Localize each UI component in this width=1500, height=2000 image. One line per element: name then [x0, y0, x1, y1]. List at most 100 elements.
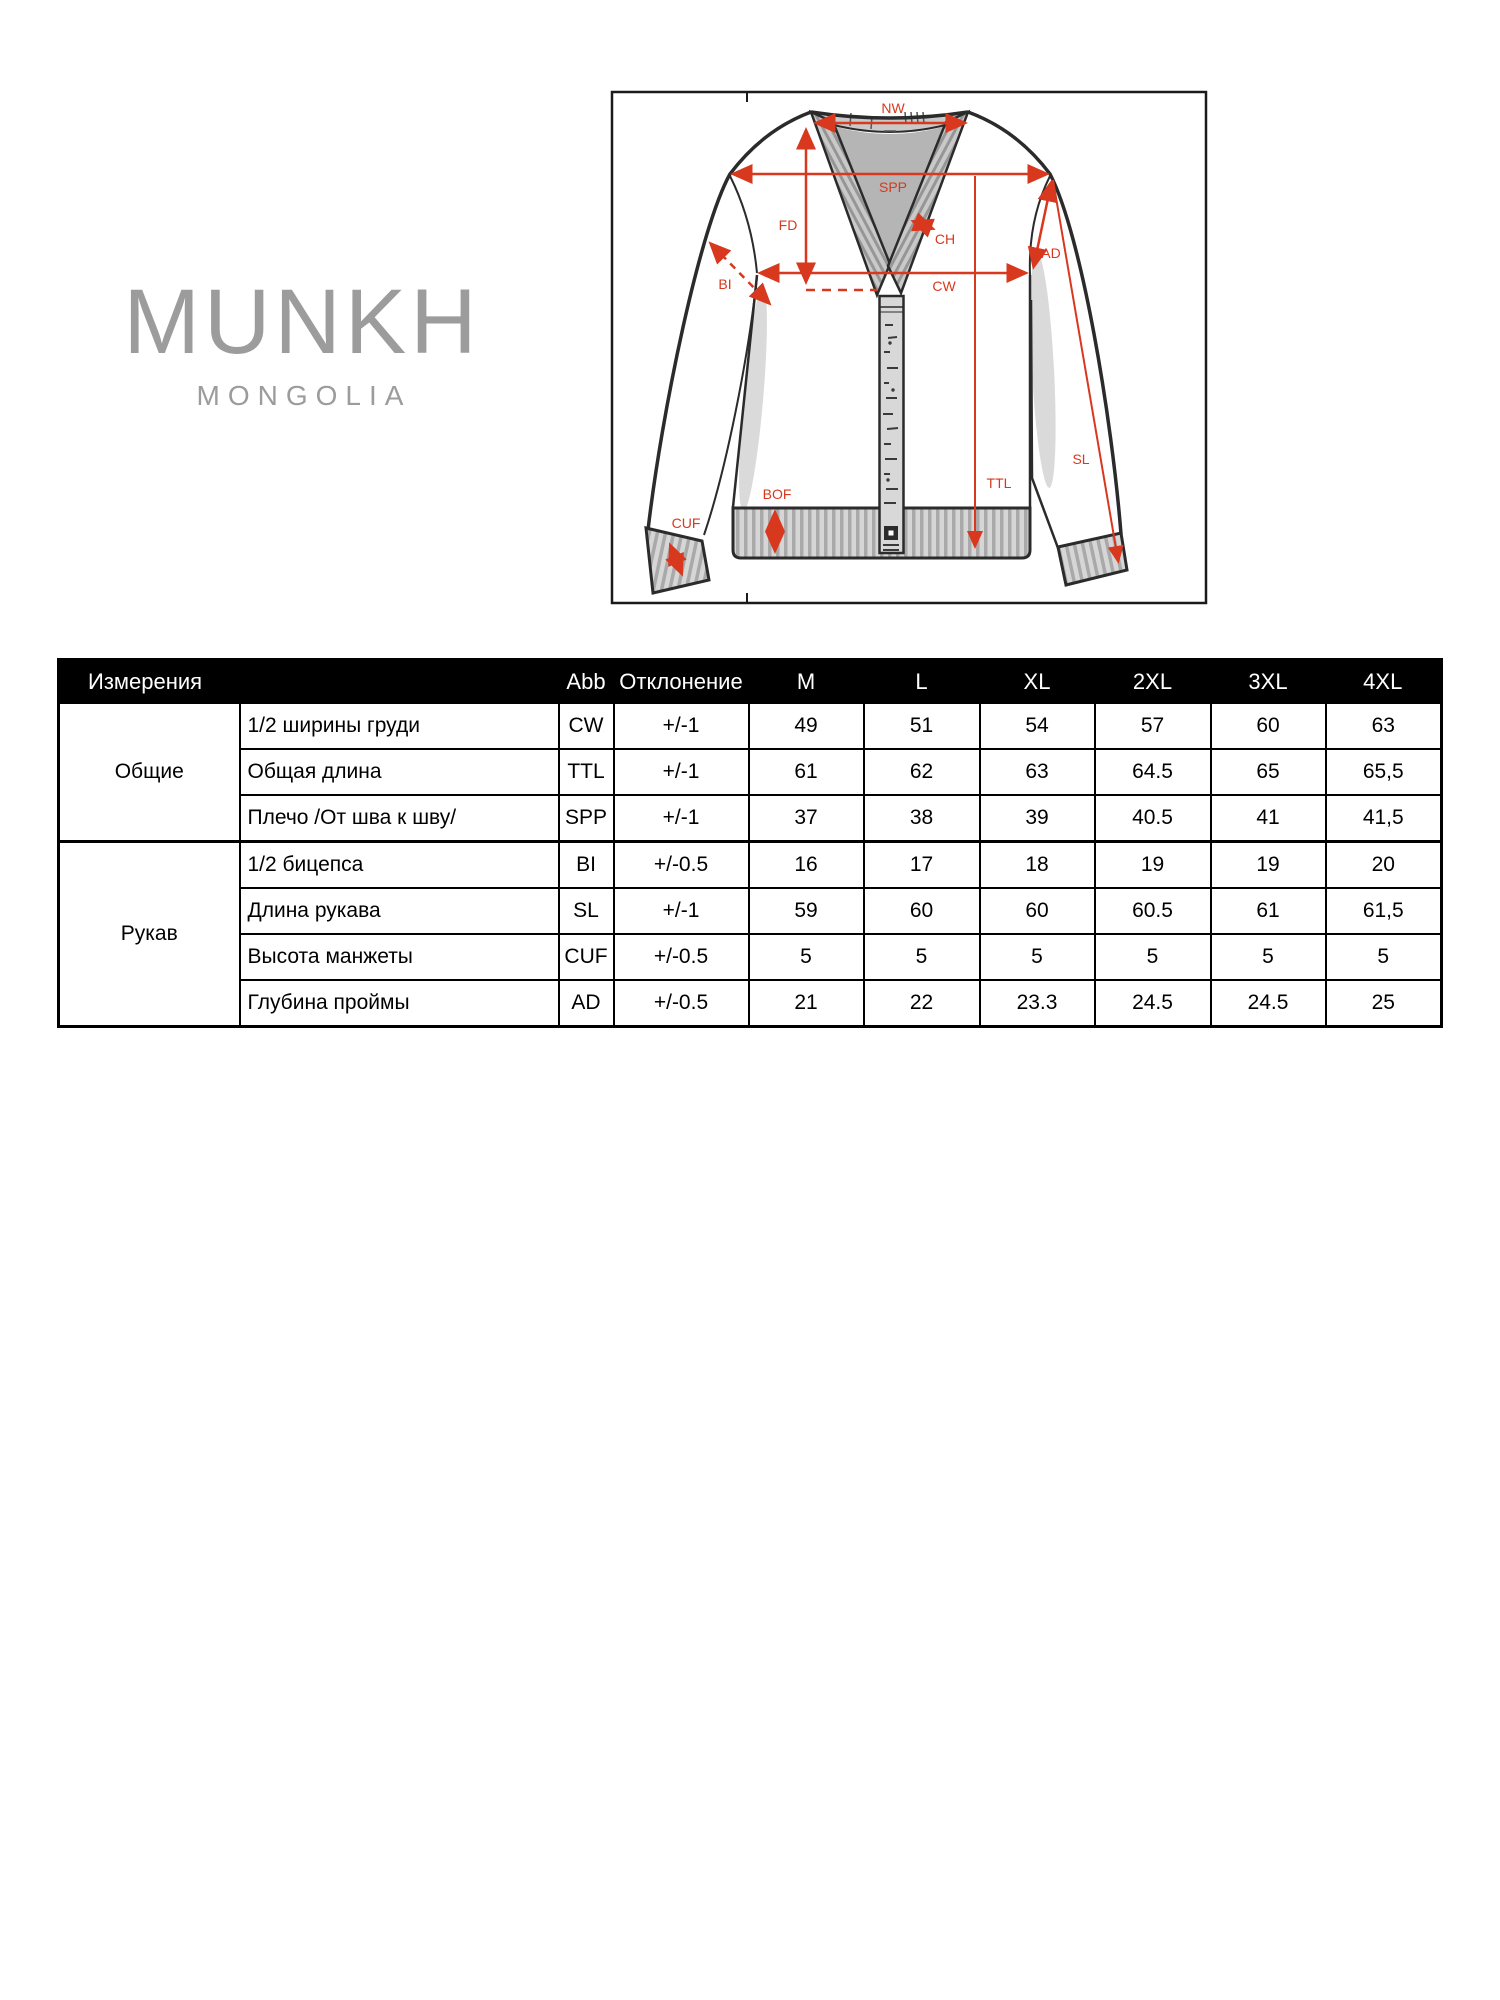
value-m: 21: [747, 979, 865, 1028]
value-xl: 39: [978, 794, 1096, 843]
value-l: 51: [862, 702, 981, 750]
sl-arrow: [1052, 179, 1124, 564]
value-m: 59: [747, 887, 865, 935]
value-xl: 18: [978, 840, 1096, 889]
label-ad: AD: [1041, 245, 1060, 261]
row-name: 1/2 бицепса: [238, 840, 560, 889]
size-table: Измерения Abb Отклонение M L XL 2XL 3XL …: [57, 658, 1443, 1028]
label-ch: CH: [935, 231, 955, 247]
label-cuf: CUF: [672, 515, 701, 531]
value-4xl: 41,5: [1324, 794, 1443, 843]
row-name: Длина рукава: [238, 887, 560, 935]
shade-left: [739, 288, 767, 512]
value-xl: 63: [978, 748, 1096, 796]
cuf-arrow: [665, 542, 687, 577]
row-abb: SPP: [557, 794, 615, 843]
value-2xl: 5: [1093, 933, 1212, 981]
group-obshchie: Общие: [57, 702, 241, 843]
row-name: Общая длина: [238, 748, 560, 796]
measurement-labels: NW SPP FD CH CW BI AD TTL SL BOF CUF: [672, 100, 1090, 531]
header-abb: Abb: [558, 659, 614, 703]
value-4xl: 20: [1324, 840, 1443, 889]
row-abb: CUF: [557, 933, 615, 981]
back-panel: [833, 126, 946, 262]
table-row: Рукав 1/2 бицепса BI +/-0.5 16 17 18 19 …: [57, 840, 1443, 1028]
row-dev: +/-0.5: [612, 933, 750, 981]
header-deviation: Отклонение: [613, 659, 749, 703]
value-xl: 5: [978, 933, 1096, 981]
value-2xl: 19: [1093, 840, 1212, 889]
value-l: 38: [862, 794, 981, 843]
measurement-annotations: [665, 113, 1124, 577]
table-header-row: Измерения Abb Отклонение M L XL 2XL 3XL …: [58, 659, 1442, 703]
row-abb: SL: [557, 887, 615, 935]
value-4xl: 65,5: [1324, 748, 1443, 796]
garment-measurement-diagram: NW SPP FD CH CW BI AD TTL SL BOF CUF: [610, 90, 1208, 605]
table-row: Длина рукава SL +/-1 59 60 60 60.5 61 61…: [59, 887, 1443, 935]
label-bof: BOF: [763, 486, 792, 502]
row-dev: +/-0.5: [612, 840, 750, 889]
button-band: [878, 294, 905, 555]
row-name: Высота манжеты: [238, 933, 560, 981]
value-4xl: 25: [1324, 979, 1443, 1028]
ad-arrow: [1027, 179, 1058, 270]
shade-right: [1030, 252, 1056, 488]
header-size-xl: XL: [979, 659, 1095, 703]
value-2xl: 60.5: [1093, 887, 1212, 935]
value-xl: 54: [978, 702, 1096, 750]
row-name: Глубина проймы: [238, 979, 560, 1028]
value-l: 62: [862, 748, 981, 796]
row-name: 1/2 ширины груди: [238, 702, 560, 750]
row-dev: +/-1: [612, 794, 750, 843]
table-row: Общая длина TTL +/-1 61 62 63 64.5 65 65…: [59, 748, 1443, 796]
value-4xl: 5: [1324, 933, 1443, 981]
brand-logo: MUNKH MONGOLIA: [118, 276, 482, 410]
row-abb: TTL: [557, 748, 615, 796]
value-3xl: 61: [1209, 887, 1327, 935]
value-l: 5: [862, 933, 981, 981]
header-size-2xl: 2XL: [1094, 659, 1211, 703]
header-size-l: L: [863, 659, 980, 703]
value-l: 17: [862, 840, 981, 889]
value-2xl: 24.5: [1093, 979, 1212, 1028]
table-row: Общие 1/2 ширины груди CW +/-1 49 51 54 …: [57, 702, 1443, 843]
value-2xl: 57: [1093, 702, 1212, 750]
header-size-m: M: [748, 659, 864, 703]
value-l: 60: [862, 887, 981, 935]
table-row: Высота манжеты CUF +/-0.5 5 5 5 5 5 5: [59, 933, 1443, 981]
value-m: 37: [747, 794, 865, 843]
value-4xl: 61,5: [1324, 887, 1443, 935]
header-size-3xl: 3XL: [1210, 659, 1326, 703]
value-2xl: 40.5: [1093, 794, 1212, 843]
table-row: Плечо /От шва к шву/ SPP +/-1 37 38 39 4…: [59, 794, 1443, 843]
row-name: Плечо /От шва к шву/: [238, 794, 560, 843]
row-dev: +/-1: [612, 887, 750, 935]
table-row: Глубина проймы AD +/-0.5 21 22 23.3 24.5…: [59, 979, 1443, 1028]
row-dev: +/-1: [612, 748, 750, 796]
value-2xl: 64.5: [1093, 748, 1212, 796]
row-abb: AD: [557, 979, 615, 1028]
value-m: 16: [747, 840, 865, 889]
ch-arrow: [910, 212, 936, 238]
value-xl: 23.3: [978, 979, 1096, 1028]
header-measurements: Измерения: [58, 659, 559, 703]
value-3xl: 5: [1209, 933, 1327, 981]
brand-name: MUNKH: [123, 271, 481, 373]
row-dev: +/-0.5: [612, 979, 750, 1028]
label-fd: FD: [779, 217, 798, 233]
value-3xl: 19: [1209, 840, 1327, 889]
row-abb: CW: [557, 702, 615, 750]
label-ttl: TTL: [987, 475, 1012, 491]
value-m: 61: [747, 748, 865, 796]
label-spp: SPP: [879, 179, 907, 195]
header-size-4xl: 4XL: [1325, 659, 1442, 703]
bi-arrow: [708, 241, 772, 306]
row-abb: BI: [557, 840, 615, 889]
label-sl: SL: [1072, 451, 1089, 467]
value-l: 22: [862, 979, 981, 1028]
label-cw: CW: [932, 278, 956, 294]
value-xl: 60: [978, 887, 1096, 935]
brand-subtitle: MONGOLIA: [196, 380, 412, 411]
label-nw: NW: [881, 100, 905, 116]
